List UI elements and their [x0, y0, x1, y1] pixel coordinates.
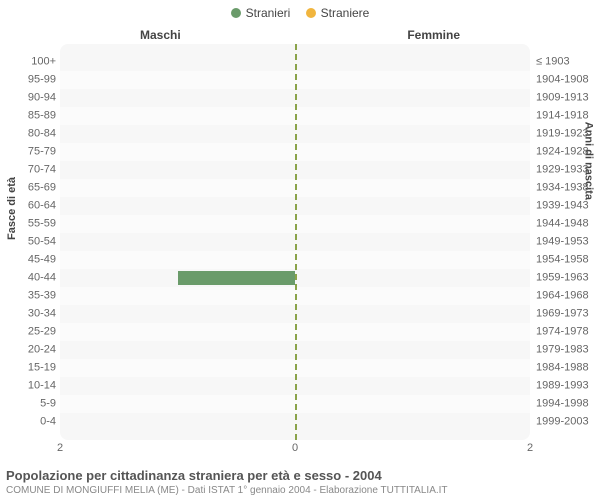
- caption-title: Popolazione per cittadinanza straniera p…: [6, 468, 596, 483]
- y-label-age: 70-74: [0, 165, 56, 176]
- y-label-birth: 1964-1968: [536, 291, 600, 302]
- x-tick-label: 2: [57, 442, 63, 454]
- y-label-age: 75-79: [0, 147, 56, 158]
- legend-dot-straniere: [306, 8, 316, 18]
- y-label-birth: 1909-1913: [536, 93, 600, 104]
- y-label-age: 30-34: [0, 309, 56, 320]
- caption: Popolazione per cittadinanza straniera p…: [6, 468, 596, 496]
- y-label-birth: 1979-1983: [536, 345, 600, 356]
- y-label-age: 10-14: [0, 381, 56, 392]
- y-label-birth: 1944-1948: [536, 219, 600, 230]
- y-label-birth: 1959-1963: [536, 273, 600, 284]
- plot-area: [60, 44, 530, 440]
- x-tick-label: 0: [292, 442, 298, 454]
- center-divider: [295, 44, 297, 440]
- y-label-age: 60-64: [0, 201, 56, 212]
- x-tick-label: 2: [527, 442, 533, 454]
- legend-label: Straniere: [321, 6, 370, 20]
- y-label-birth: 1929-1933: [536, 165, 600, 176]
- y-label-birth: 1949-1953: [536, 237, 600, 248]
- y-label-age: 25-29: [0, 327, 56, 338]
- y-label-birth: ≤ 1903: [536, 57, 600, 68]
- side-title-maschi: Maschi: [140, 28, 181, 42]
- y-label-age: 0-4: [0, 417, 56, 428]
- y-label-birth: 1924-1928: [536, 147, 600, 158]
- y-label-age: 65-69: [0, 183, 56, 194]
- y-label-birth: 1919-1923: [536, 129, 600, 140]
- y-label-birth: 1934-1938: [536, 183, 600, 194]
- y-label-birth: 1999-2003: [536, 417, 600, 428]
- y-label-age: 35-39: [0, 291, 56, 302]
- y-label-birth: 1974-1978: [536, 327, 600, 338]
- y-label-age: 20-24: [0, 345, 56, 356]
- y-label-age: 80-84: [0, 129, 56, 140]
- y-labels-birth: ≤ 1903 1904-1908 1909-1913 1914-1918 1919-19…: [536, 44, 600, 440]
- y-label-birth: 1914-1918: [536, 111, 600, 122]
- side-title-femmine: Femmine: [407, 28, 460, 42]
- y-label-age: 5-9: [0, 399, 56, 410]
- population-pyramid-chart: Stranieri Straniere Maschi Femmine Fasce…: [0, 0, 600, 500]
- bar-male: [178, 271, 296, 285]
- y-label-birth: 1989-1993: [536, 381, 600, 392]
- y-label-age: 45-49: [0, 255, 56, 266]
- legend-dot-stranieri: [231, 8, 241, 18]
- y-label-birth: 1994-1998: [536, 399, 600, 410]
- y-label-birth: 1904-1908: [536, 75, 600, 86]
- legend: Stranieri Straniere: [0, 6, 600, 21]
- y-label-birth: 1939-1943: [536, 201, 600, 212]
- y-label-age: 85-89: [0, 111, 56, 122]
- y-label-age: 90-94: [0, 93, 56, 104]
- y-labels-age: 100+ 95-99 90-94 85-89 80-84 75-79 70-74 65-69 6…: [0, 44, 56, 440]
- y-label-age: 100+: [0, 57, 56, 68]
- y-label-age: 40-44: [0, 273, 56, 284]
- caption-sub: COMUNE DI MONGIUFFI MELIA (ME) - Dati IS…: [6, 485, 596, 496]
- y-label-birth: 1984-1988: [536, 363, 600, 374]
- legend-label: Stranieri: [246, 6, 291, 20]
- y-label-age: 50-54: [0, 237, 56, 248]
- y-label-age: 95-99: [0, 75, 56, 86]
- y-label-birth: 1969-1973: [536, 309, 600, 320]
- legend-item-straniere: Straniere: [306, 6, 370, 20]
- y-label-birth: 1954-1958: [536, 255, 600, 266]
- y-label-age: 55-59: [0, 219, 56, 230]
- legend-item-stranieri: Stranieri: [231, 6, 291, 20]
- y-label-age: 15-19: [0, 363, 56, 374]
